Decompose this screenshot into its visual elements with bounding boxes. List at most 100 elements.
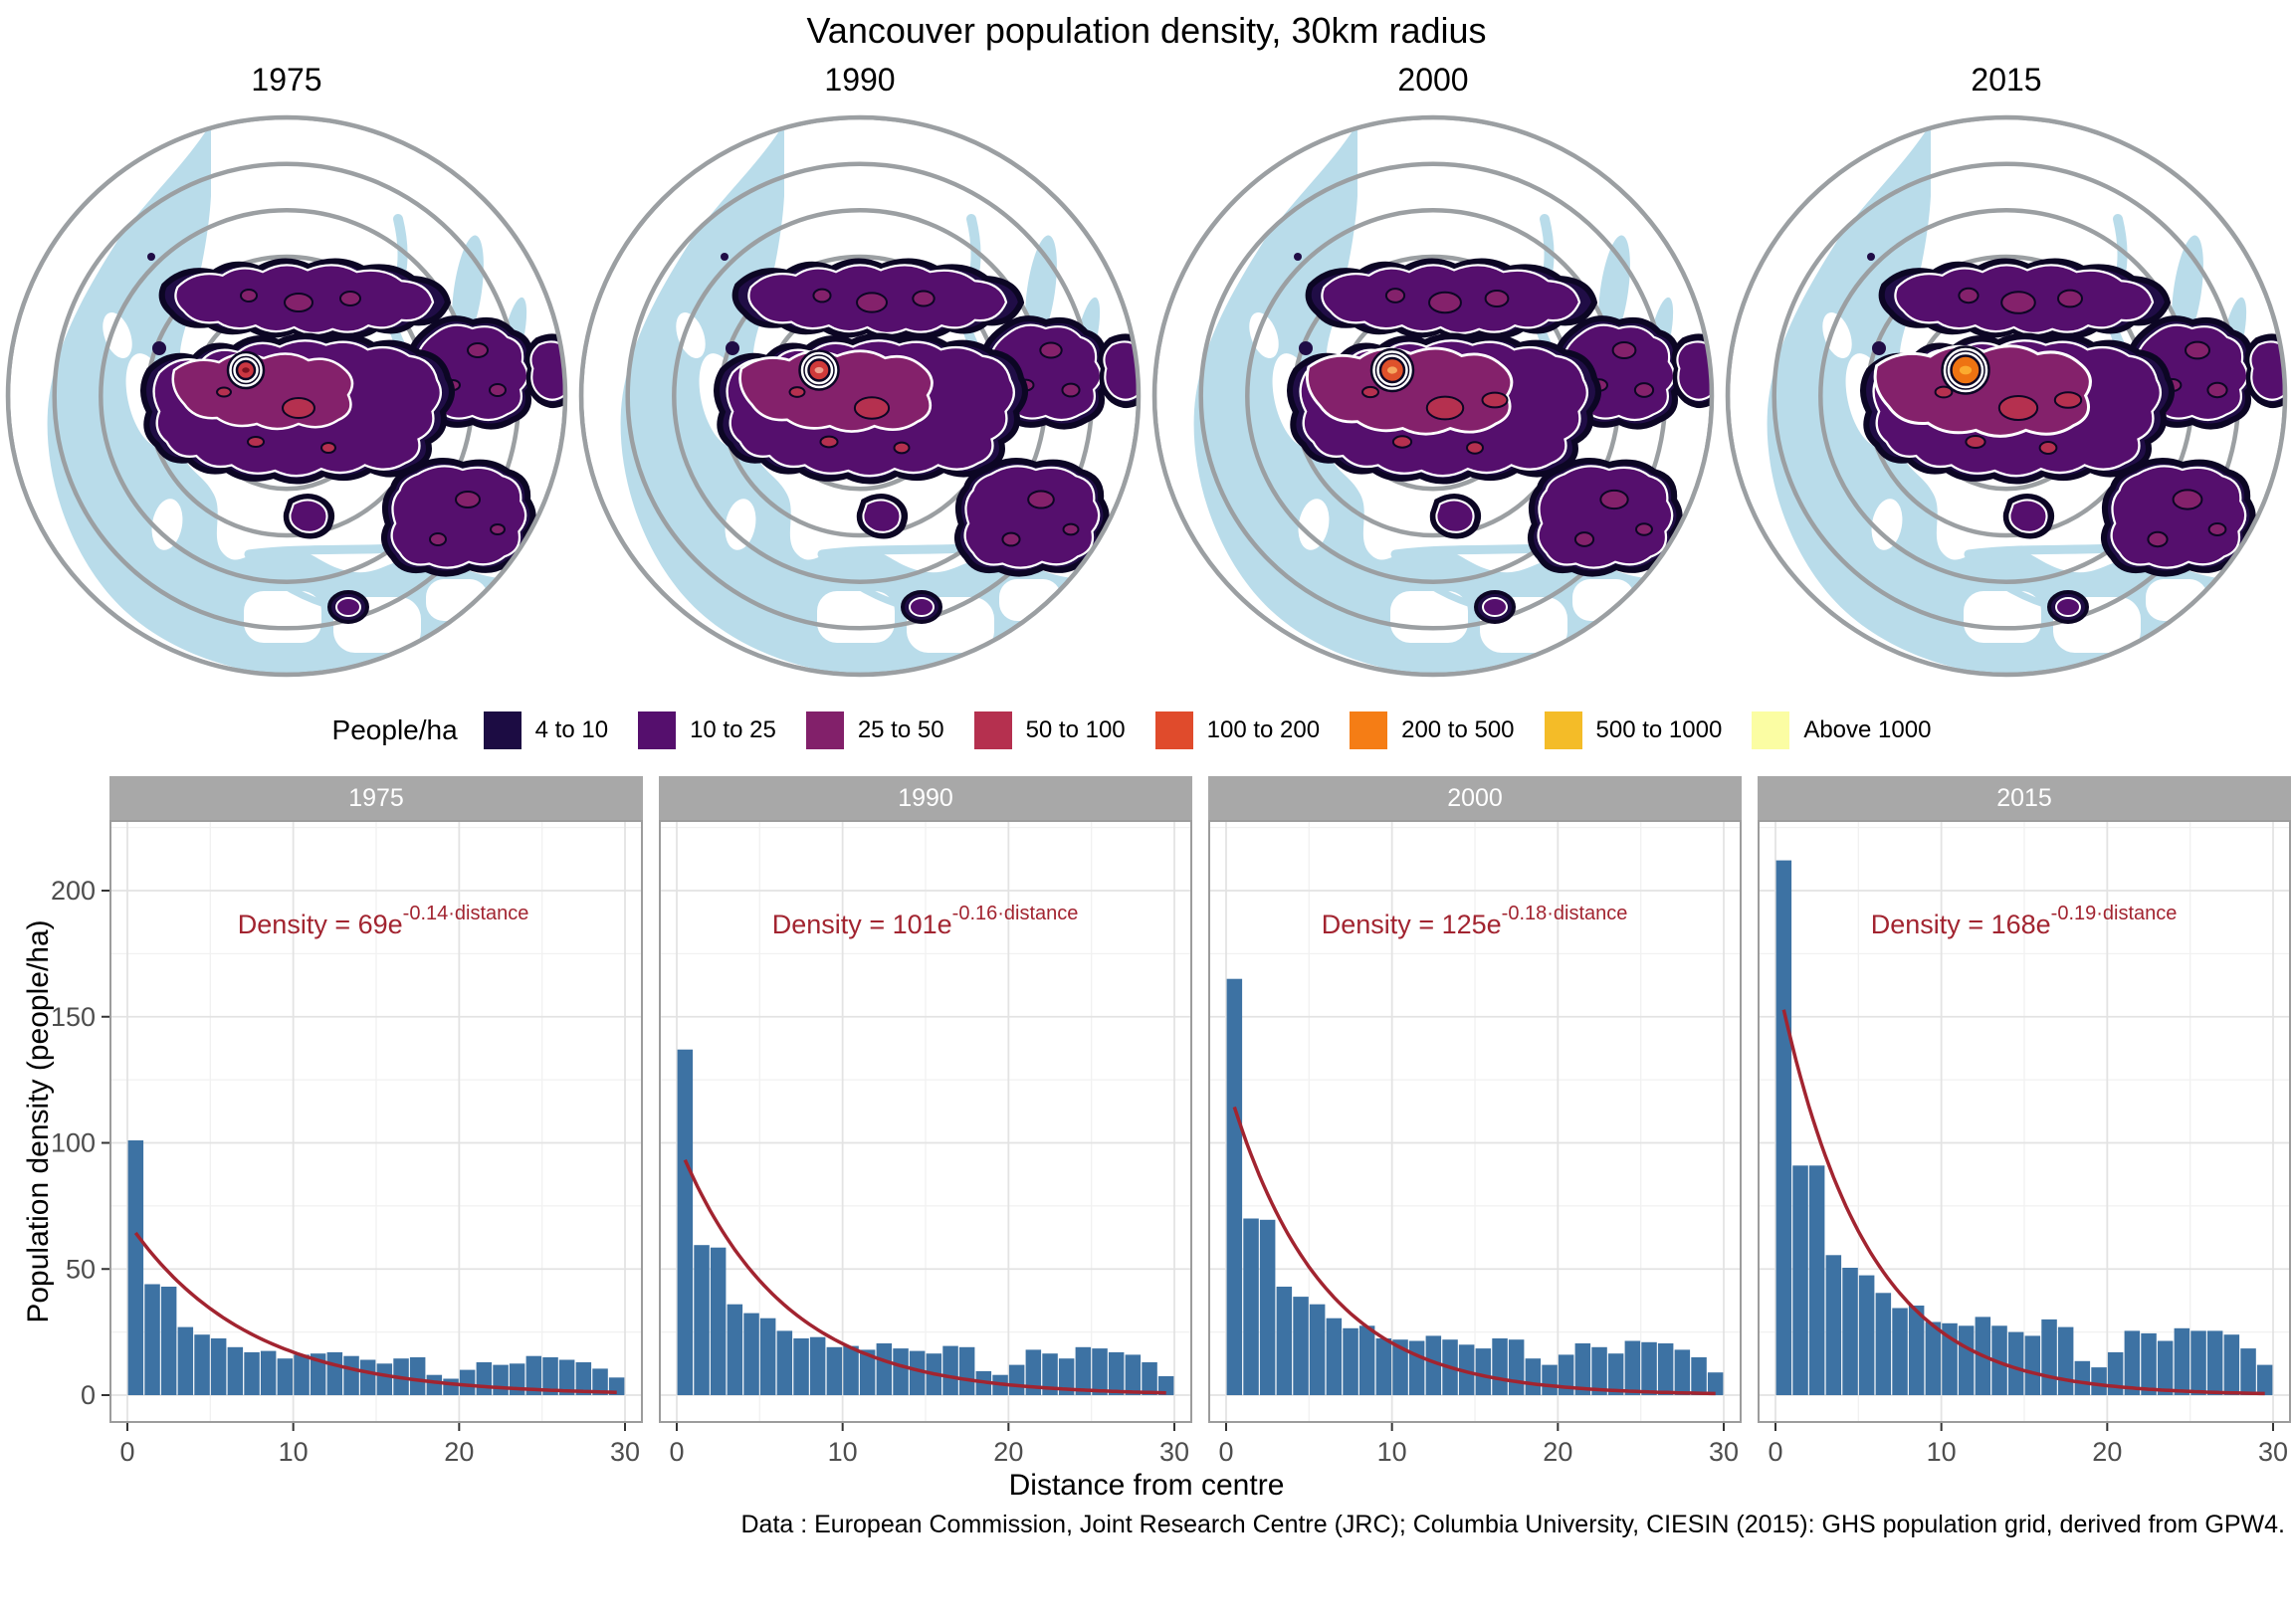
bar [1142, 1362, 1157, 1395]
legend-item: 10 to 25 [638, 711, 776, 749]
map-year-title: 2015 [1971, 62, 2042, 98]
bar [2091, 1367, 2107, 1395]
bar [1008, 1364, 1025, 1395]
bar [443, 1378, 459, 1395]
bar [144, 1284, 160, 1395]
density-contour-inner [529, 340, 565, 401]
bar [1042, 1353, 1058, 1395]
facet-chart-2015: Density = 168e -0.19·distance 0 10 20 30 [1758, 820, 2291, 1467]
x-tick-label: 10 [279, 1437, 309, 1467]
legend-items: 4 to 10 10 to 25 25 to 50 50 to 100 100 to 2… [483, 711, 1962, 749]
bar [476, 1362, 493, 1395]
facet-2000: 2000 Density = 125e -0.18·distance 0 10 20 3… [1208, 776, 1742, 1469]
bar [1092, 1348, 1108, 1395]
density-contour-inner [2249, 340, 2285, 401]
bar [1408, 1340, 1425, 1395]
density-spot [1573, 531, 1595, 547]
island [1298, 499, 1330, 550]
x-axis-title: Distance from centre [1008, 1469, 1285, 1502]
map-2015 [1725, 114, 2288, 678]
x-tick-label: 30 [1709, 1437, 1739, 1467]
bar [592, 1368, 608, 1395]
legend-item: 25 to 50 [805, 711, 944, 749]
bar [1475, 1348, 1492, 1395]
density-spot [339, 291, 361, 306]
bar [1343, 1327, 1358, 1395]
bar [1808, 1165, 1825, 1395]
bar [1358, 1325, 1375, 1395]
bar [2174, 1327, 2190, 1395]
legend-label: Above 1000 [1803, 716, 1932, 743]
legend-title: People/ha [331, 714, 458, 745]
bar [1792, 1165, 1808, 1395]
bar [876, 1343, 893, 1395]
bar [542, 1357, 558, 1395]
legend-label: 10 to 25 [690, 716, 776, 743]
density-contour-inner [390, 465, 527, 569]
density-spot [2206, 381, 2228, 399]
bar [2190, 1330, 2206, 1395]
density-spot [2185, 340, 2210, 360]
density-spot [1001, 531, 1021, 547]
bar [326, 1351, 343, 1395]
y-tick-label: 50 [66, 1254, 96, 1284]
bar [426, 1374, 443, 1395]
bar [1825, 1255, 1842, 1395]
density-contour-inner [1676, 340, 1712, 401]
y-axis-title: Population density (people/ha) [22, 919, 55, 1322]
downtown-hotspot [1941, 345, 1990, 395]
bar [1875, 1293, 1892, 1395]
bar [1075, 1346, 1092, 1395]
legend: People/ha 4 to 10 10 to 25 25 to 50 50 to 1… [0, 695, 2293, 766]
bar [1458, 1344, 1475, 1395]
downtown-hotspot [226, 350, 266, 390]
bar [277, 1358, 294, 1395]
density-spot [2207, 522, 2227, 536]
x-tick-label: 10 [1377, 1437, 1407, 1467]
data-source-footer: Data : European Commission, Joint Resear… [740, 1511, 2285, 1538]
bar [1958, 1325, 1975, 1395]
bar [909, 1350, 926, 1395]
legend-swatch [973, 711, 1012, 749]
facet-strip-label: 2000 [1208, 776, 1742, 820]
density-spot [240, 289, 258, 303]
density-spot [1484, 290, 1510, 307]
bar [1293, 1297, 1309, 1395]
map-outer-ring [578, 114, 1142, 678]
map-1990 [578, 114, 1142, 678]
density-spot [1466, 441, 1484, 455]
density-spot [282, 397, 315, 419]
bar [1558, 1354, 1574, 1395]
bar [826, 1346, 843, 1395]
equation: Density = 125e [1322, 910, 1502, 939]
density-spot [1611, 341, 1637, 359]
x-tick-label: 10 [1927, 1437, 1957, 1467]
bar [1025, 1349, 1042, 1395]
map-year-title: 2000 [1397, 62, 1469, 98]
density-spot [1039, 341, 1063, 359]
bar [1908, 1306, 1925, 1395]
equation-exponent: -0.19·distance [2051, 903, 2178, 924]
facet-strip-label: 1990 [659, 776, 1192, 820]
bar [575, 1362, 592, 1395]
density-contour-inner [862, 499, 902, 533]
y-tick-label: 150 [51, 1002, 96, 1032]
bar [727, 1304, 743, 1395]
legend-item: 4 to 10 [483, 711, 608, 749]
legend-swatch [805, 711, 844, 749]
x-tick-label: 20 [1543, 1437, 1572, 1467]
y-tick-label: 200 [51, 876, 96, 906]
bar [294, 1354, 310, 1395]
equation-exponent: -0.14·distance [403, 903, 529, 924]
x-tick-label: 20 [993, 1437, 1023, 1467]
density-spot [1361, 385, 1379, 399]
map-cell-1975: 1975 [0, 58, 573, 691]
map-outer-ring [1725, 114, 2288, 678]
bar [227, 1346, 244, 1395]
bar [2240, 1348, 2256, 1395]
equation-exponent: -0.18·distance [1502, 903, 1628, 924]
downtown-hotspot [1369, 347, 1415, 393]
x-tick-label: 30 [2258, 1437, 2288, 1467]
density-spot [320, 442, 336, 454]
